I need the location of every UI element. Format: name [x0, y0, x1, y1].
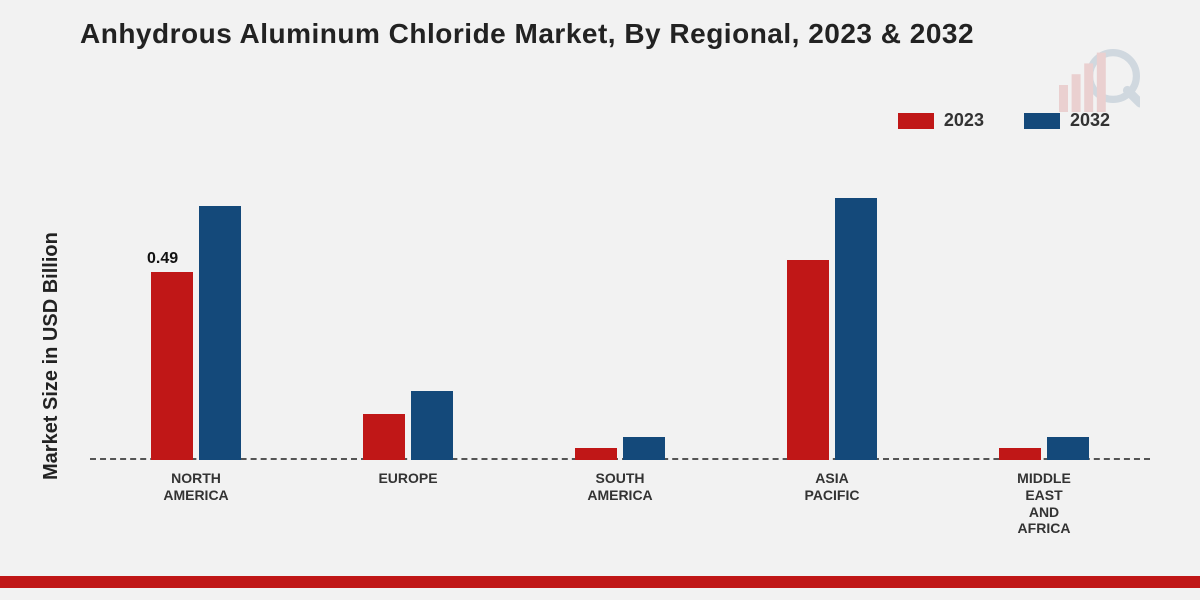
category-label: EUROPE: [338, 470, 478, 487]
bar-2023: [575, 448, 617, 460]
bar-2032: [411, 391, 453, 460]
bar-2023: [151, 272, 193, 460]
bar-group: [151, 206, 241, 460]
category-label: NORTH AMERICA: [126, 470, 266, 504]
bar-value-label: 0.49: [147, 250, 178, 268]
bar-2023: [363, 414, 405, 460]
bar-2023: [999, 448, 1041, 460]
legend-swatch-2023: [898, 113, 934, 129]
bar-group: [575, 437, 665, 460]
bar-group: [999, 437, 1089, 460]
chart-title: Anhydrous Aluminum Chloride Market, By R…: [80, 18, 974, 50]
category-label: ASIA PACIFIC: [762, 470, 902, 504]
legend-label-2032: 2032: [1070, 110, 1110, 131]
bar-2032: [199, 206, 241, 460]
legend-label-2023: 2023: [944, 110, 984, 131]
bar-group: [787, 198, 877, 460]
legend-item-2023: 2023: [898, 110, 984, 131]
category-label: MIDDLE EAST AND AFRICA: [974, 470, 1114, 537]
legend: 2023 2032: [898, 110, 1110, 131]
bar-2032: [835, 198, 877, 460]
y-axis-label: Market Size in USD Billion: [40, 232, 63, 480]
footer-accent-bar: [0, 576, 1200, 588]
legend-swatch-2032: [1024, 113, 1060, 129]
bar-2023: [787, 260, 829, 460]
bar-2032: [623, 437, 665, 460]
chart-area: 0.49: [90, 160, 1150, 460]
bar-2032: [1047, 437, 1089, 460]
category-label: SOUTH AMERICA: [550, 470, 690, 504]
legend-item-2032: 2032: [1024, 110, 1110, 131]
bar-group: [363, 391, 453, 460]
